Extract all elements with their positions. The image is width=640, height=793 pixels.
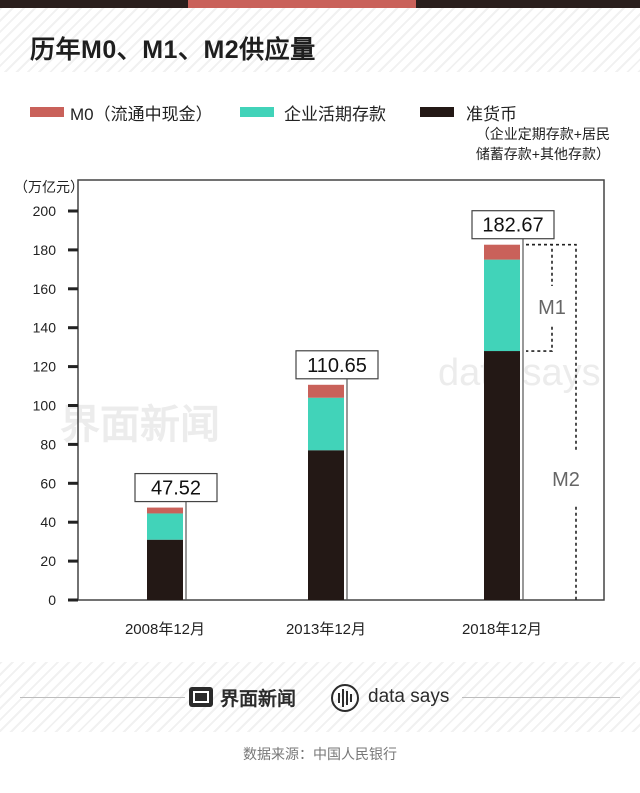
legend-label-demand-deposits: 企业活期存款: [284, 105, 386, 124]
top-bar: [0, 0, 640, 8]
y-tick-label: 80: [40, 436, 56, 452]
m2-bracket-label: M2: [552, 469, 580, 491]
legend-label-quasi-money: 准货币: [466, 105, 517, 124]
top-bar-accent: [188, 0, 416, 8]
bar-segment: [147, 539, 183, 600]
bar-segment: [147, 507, 183, 514]
footer-brand-cn: 界面新闻: [220, 689, 297, 710]
total-label-box: [295, 350, 379, 380]
jiemian-logo-icon: [189, 687, 213, 707]
bar-segment: [147, 513, 183, 540]
bar-segment: [308, 397, 344, 451]
chart-labels: （万亿元） 0 20 40 60 80 100 120 140 160 180 200 47.52 200…: [14, 179, 588, 638]
legend-note-line-1: （企业定期存款+居民: [475, 126, 610, 142]
legend-note-line-2: 储蓄存款+其他存款）: [475, 146, 610, 162]
m2-bracket: [526, 243, 577, 600]
y-tick-label: 100: [33, 398, 57, 414]
total-label-box: [134, 472, 218, 503]
bar-segment: [308, 450, 344, 600]
total-value-label: 47.52: [151, 478, 201, 500]
m1-label-bg: [528, 286, 572, 326]
bar-segment: [484, 259, 520, 352]
chart: （万亿元） 0 20 40 60 80 100 120 140 160 180 200 47.52 200…: [14, 179, 605, 638]
bar-segment: [484, 351, 520, 600]
m1-bracket-label: M1: [538, 297, 566, 319]
chart-bars: [147, 244, 520, 600]
y-tick-label: 60: [40, 475, 56, 491]
title-band: 历年M0、M1、M2供应量: [0, 8, 640, 72]
m2-label-bg: [544, 452, 588, 504]
legend-label-m0: M0（流通中现金）: [70, 105, 213, 124]
y-tick-label: 160: [33, 281, 57, 297]
y-tick-label: 120: [33, 359, 57, 375]
legend: M0（流通中现金） 企业活期存款 准货币 （企业定期存款+居民 储蓄存款+其他存…: [0, 100, 640, 170]
y-tick-label: 140: [33, 320, 57, 336]
legend-note: （企业定期存款+居民 储蓄存款+其他存款）: [476, 124, 610, 164]
footer-brand-en: data says: [368, 686, 450, 707]
total-label-box: [471, 210, 555, 240]
total-value-label: 182.67: [482, 215, 543, 237]
legend-swatch-m0: [30, 107, 64, 117]
data-source: 数据来源：中国人民银行: [243, 746, 397, 762]
footer-divider-left: [20, 697, 185, 698]
x-tick-label: 2013年12月: [286, 621, 366, 638]
y-tick-label: 40: [40, 514, 56, 530]
x-tick-label: 2008年12月: [125, 621, 205, 638]
total-value-label: 110.65: [307, 355, 367, 377]
x-tick-label: 2018年12月: [462, 621, 542, 638]
footer-divider-right: [462, 697, 620, 698]
data-says-logo-icon: [331, 684, 359, 712]
y-tick-label: 0: [48, 592, 56, 608]
y-axis-unit-label: （万亿元）: [14, 179, 84, 195]
y-tick-label: 20: [40, 553, 56, 569]
bar-segment: [308, 384, 344, 398]
chart-title: 历年M0、M1、M2供应量: [30, 36, 316, 64]
legend-swatch-demand-deposits: [240, 107, 274, 117]
y-tick-label: 200: [33, 203, 57, 219]
y-tick-label: 180: [33, 242, 57, 258]
legend-swatch-quasi-money: [420, 107, 454, 117]
bar-segment: [484, 244, 520, 260]
